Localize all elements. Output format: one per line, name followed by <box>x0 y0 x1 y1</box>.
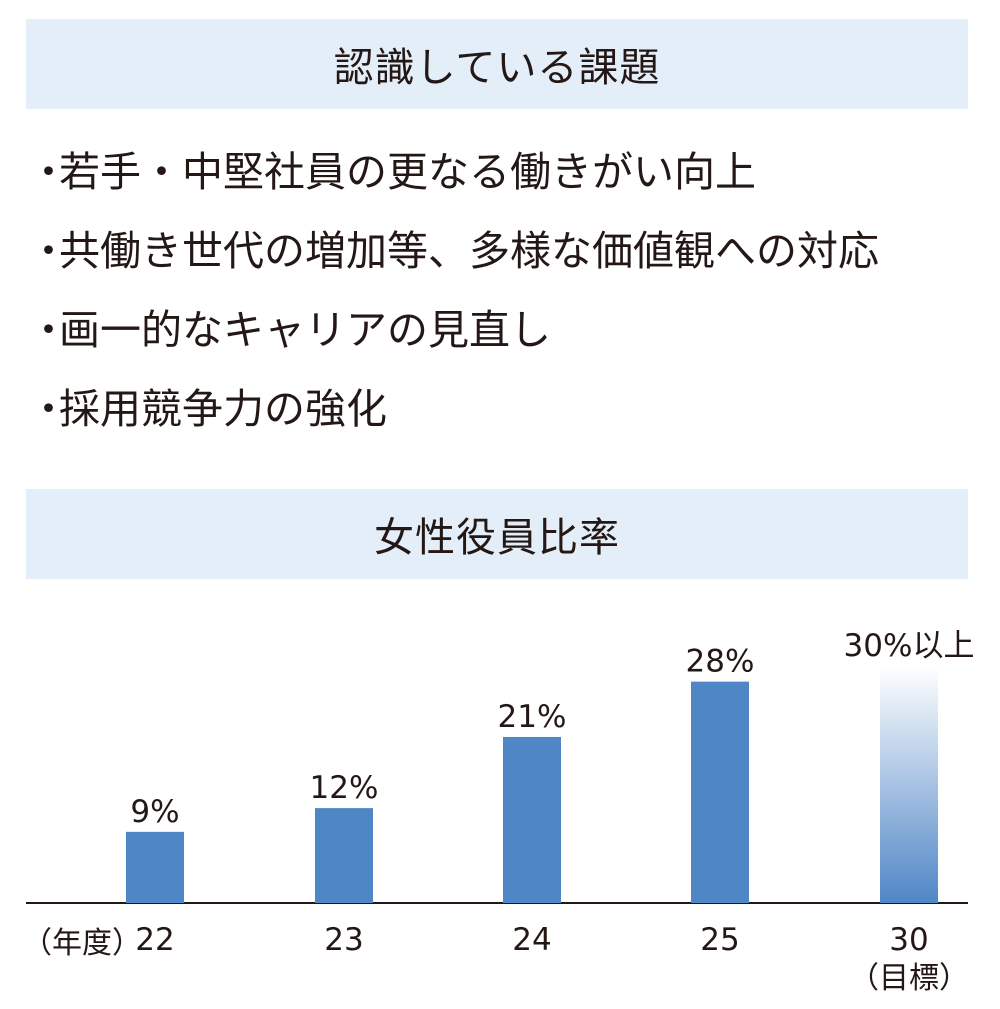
list-item: ・採用競争力の強化 <box>28 370 879 449</box>
issues-header: 認識している課題 <box>26 19 968 109</box>
x-tick-label-25: 25 <box>700 922 739 958</box>
data-label-30: 30%以上 <box>844 628 975 664</box>
x-tick-label-30: 30 <box>889 922 928 958</box>
chart-header: 女性役員比率 <box>26 489 968 579</box>
bullet-marker: ・ <box>28 148 69 196</box>
bullet-marker: ・ <box>28 306 69 354</box>
chart-title: 女性役員比率 <box>374 515 620 561</box>
bar-24 <box>503 736 561 903</box>
list-item: ・共働き世代の増加等、多様な価値観への対応 <box>28 212 879 291</box>
issue-text: 採用競争力の強化 <box>59 385 387 433</box>
list-item: ・画一的なキャリアの見直し <box>28 291 879 370</box>
x-tick-label-24: 24 <box>512 922 551 958</box>
issue-text: 若手・中堅社員の更なる働きがい向上 <box>59 148 756 196</box>
bar-23 <box>315 808 373 903</box>
x-tick-note-30: （目標） <box>849 961 969 996</box>
data-label-23: 12% <box>310 770 379 806</box>
data-label-24: 21% <box>498 699 567 735</box>
issue-text: 画一的なキャリアの見直し <box>59 306 551 354</box>
issues-title: 認識している課題 <box>333 45 661 91</box>
bar-chart: 9% 22 12% 23 21% 24 28% 25 30%以上 30（目標） <box>26 628 975 996</box>
bar-30 <box>880 665 938 903</box>
data-label-22: 9% <box>130 794 179 830</box>
x-tick-label-23: 23 <box>324 922 363 958</box>
bar-22 <box>126 831 184 903</box>
bullet-marker: ・ <box>28 227 69 275</box>
issue-text: 共働き世代の増加等、多様な価値観への対応 <box>59 227 879 275</box>
x-tick-label-22: 22 <box>135 922 174 958</box>
issues-list: ・若手・中堅社員の更なる働きがい向上 ・共働き世代の増加等、多様な価値観への対応… <box>28 133 879 449</box>
data-label-25: 28% <box>686 644 755 680</box>
list-item: ・若手・中堅社員の更なる働きがい向上 <box>28 133 879 212</box>
bar-25 <box>691 681 749 903</box>
x-axis-unit-label: （年度） <box>22 926 142 961</box>
bullet-marker: ・ <box>28 385 69 433</box>
